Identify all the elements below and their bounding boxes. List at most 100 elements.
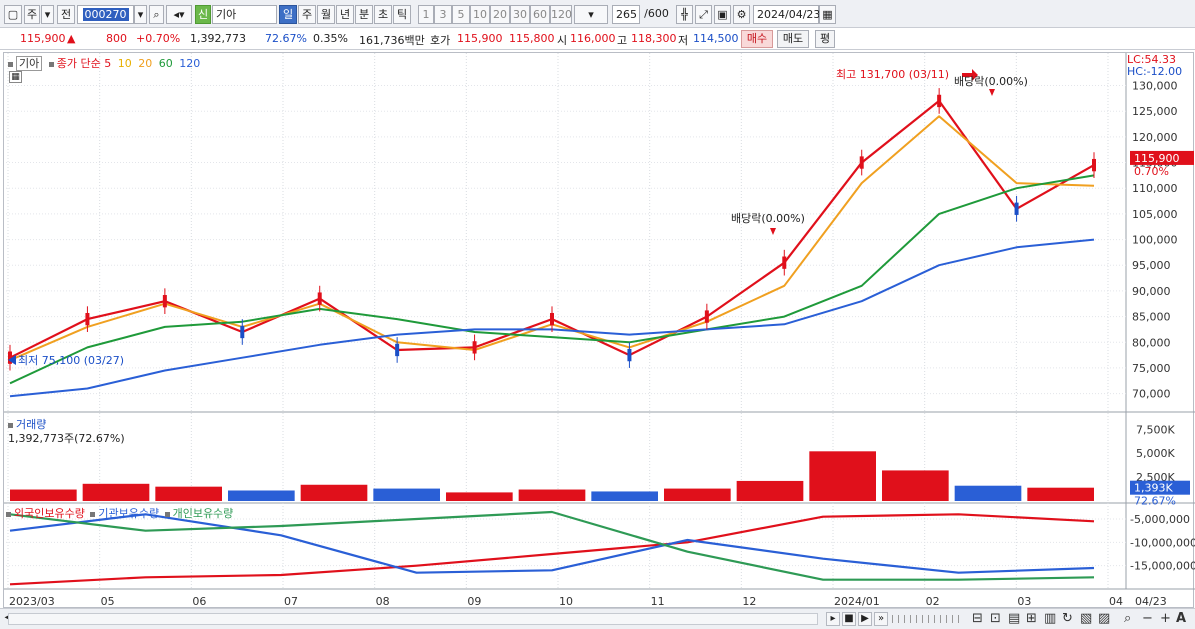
- buy-button[interactable]: 매수: [741, 30, 773, 48]
- y-axis-label: 95,000: [1132, 259, 1171, 272]
- low-arrow-icon: [8, 355, 16, 365]
- candle-body: [162, 295, 167, 308]
- high-annotation: 최고 131,700 (03/11): [836, 68, 949, 81]
- candle-body: [859, 156, 864, 169]
- chart-tool-icon[interactable]: ⊟: [972, 611, 983, 626]
- period-button[interactable]: 초: [374, 5, 392, 24]
- chart-tool-icon[interactable]: ⊞: [1026, 611, 1037, 626]
- volume-bar: [228, 490, 295, 501]
- interval-button[interactable]: 1: [418, 5, 434, 24]
- code-dropdown-icon[interactable]: ▾: [134, 5, 147, 24]
- code-input[interactable]: 000270: [77, 5, 134, 24]
- window-icon[interactable]: ▢: [4, 5, 22, 24]
- save-icon[interactable]: ▣: [714, 5, 731, 24]
- x-axis-label: 05: [101, 595, 115, 608]
- interval-button[interactable]: 3: [434, 5, 452, 24]
- bid-price: 115,800: [509, 32, 555, 45]
- gear-icon[interactable]: ⚙: [733, 5, 750, 24]
- search-icon[interactable]: ⌕: [149, 5, 164, 24]
- interval-button[interactable]: 120: [550, 5, 572, 24]
- fast-forward-icon[interactable]: »: [874, 612, 888, 626]
- holdings-line: [9, 513, 1095, 574]
- hc-label: HC:-12.00: [1127, 65, 1183, 78]
- high-arrow-icon: [962, 69, 978, 81]
- scroll-right-icon[interactable]: ▸: [826, 612, 840, 626]
- y-axis-label: 80,000: [1132, 336, 1171, 349]
- candle-body: [627, 348, 632, 362]
- count-input[interactable]: 265: [612, 5, 640, 24]
- volume-bar: [736, 480, 804, 501]
- period-button[interactable]: 년: [336, 5, 354, 24]
- zoom-out-icon[interactable]: −: [1142, 611, 1153, 626]
- x-axis-label: 06: [192, 595, 206, 608]
- interval-button[interactable]: 5: [452, 5, 470, 24]
- holdings-line: [9, 513, 1095, 586]
- holdings-axis-label: -10,000,000: [1130, 536, 1195, 549]
- stock-label: 기아: [16, 56, 43, 71]
- volume-bar: [300, 484, 368, 501]
- text-tool-icon[interactable]: A: [1176, 611, 1187, 626]
- chart-tool-icon[interactable]: ↻: [1062, 611, 1073, 626]
- volume-bar: [954, 485, 1022, 501]
- chart-tool-icon[interactable]: ▥: [1044, 611, 1057, 626]
- code-value: 000270: [82, 8, 129, 21]
- stock-name-field[interactable]: 기아: [212, 5, 277, 24]
- candle-type-icon[interactable]: ╬: [676, 5, 693, 24]
- candle-body: [472, 341, 477, 354]
- grid-toggle-icon[interactable]: ▦: [9, 71, 22, 83]
- volume-bar: [1027, 487, 1094, 501]
- candle-body: [8, 351, 12, 364]
- chart-area[interactable]: 2023/03 05 06 07 08 09 10 11 12 2024/01 02 03 04 04/2…: [3, 52, 1195, 608]
- high-label: 고: [617, 34, 628, 47]
- y-axis-label: 100,000: [1132, 234, 1178, 247]
- volume-bar: [155, 486, 222, 501]
- current-price: 115,900: [20, 32, 66, 45]
- lc-label: LC:54.33: [1127, 53, 1177, 66]
- line-tool-icon[interactable]: ⤢: [695, 5, 712, 24]
- period-button[interactable]: 주: [298, 5, 316, 24]
- y-axis-label: 120,000: [1132, 131, 1178, 144]
- low-annotation: 최저 75,100 (03/27): [18, 354, 124, 367]
- evaluate-button[interactable]: 평: [815, 30, 835, 48]
- chart-svg: 2023/03 05 06 07 08 09 10 11 12 2024/01 02 03 04 04/2…: [4, 53, 1195, 608]
- zoom-search-icon[interactable]: ⌕: [1124, 611, 1132, 626]
- speaker-icon[interactable]: ◂▾: [166, 5, 192, 24]
- price-legend: 기아 종가 단순 5 10 20 60 120: [8, 55, 200, 71]
- market-select[interactable]: 주: [24, 5, 40, 24]
- interval-button[interactable]: 20: [490, 5, 510, 24]
- sell-button[interactable]: 매도: [777, 30, 809, 48]
- legend-marker-icon: [48, 61, 54, 67]
- date-input[interactable]: 2024/04/23: [753, 5, 820, 24]
- interval-button[interactable]: 10: [470, 5, 490, 24]
- y-axis-label: 85,000: [1132, 311, 1171, 324]
- chart-tool-icon[interactable]: ▤: [1008, 611, 1021, 626]
- interval-select[interactable]: ▾: [574, 5, 608, 24]
- period-button[interactable]: 분: [355, 5, 373, 24]
- legend-marker-icon: [8, 61, 13, 67]
- volume-axis-label: 7,500K: [1136, 423, 1175, 436]
- interval-button[interactable]: 60: [530, 5, 550, 24]
- market-dropdown-icon[interactable]: ▾: [41, 5, 54, 24]
- x-axis-label: 03: [1017, 595, 1031, 608]
- chart-tool-icon[interactable]: ⊡: [990, 611, 1001, 626]
- calendar-icon[interactable]: ▦: [819, 5, 836, 24]
- zoom-in-icon[interactable]: +: [1160, 611, 1171, 626]
- period-button[interactable]: 틱: [393, 5, 411, 24]
- prefix-button[interactable]: 전: [57, 5, 75, 24]
- ma-10-label: 10: [117, 57, 132, 70]
- period-button[interactable]: 월: [317, 5, 335, 24]
- low-price: 114,500: [693, 32, 739, 45]
- play-icon[interactable]: ▶: [858, 612, 872, 626]
- volume-ratio: 72.67%: [265, 32, 307, 45]
- interval-button[interactable]: 30: [510, 5, 530, 24]
- change-percent: +0.70%: [136, 32, 181, 45]
- period-button[interactable]: 일: [279, 5, 297, 24]
- scroll-left-icon[interactable]: ◂: [4, 612, 10, 623]
- stop-icon[interactable]: ■: [842, 612, 856, 626]
- quote-bar: 115,900 ▲ 800 +0.70% 1,392,773 72.67% 0.…: [0, 28, 1195, 50]
- zoom-slider[interactable]: [892, 615, 964, 623]
- scroll-track[interactable]: [8, 613, 818, 625]
- count-total: /600: [644, 7, 669, 20]
- chart-tool-icon[interactable]: ▧: [1080, 611, 1093, 626]
- chart-tool-icon[interactable]: ▨: [1098, 611, 1111, 626]
